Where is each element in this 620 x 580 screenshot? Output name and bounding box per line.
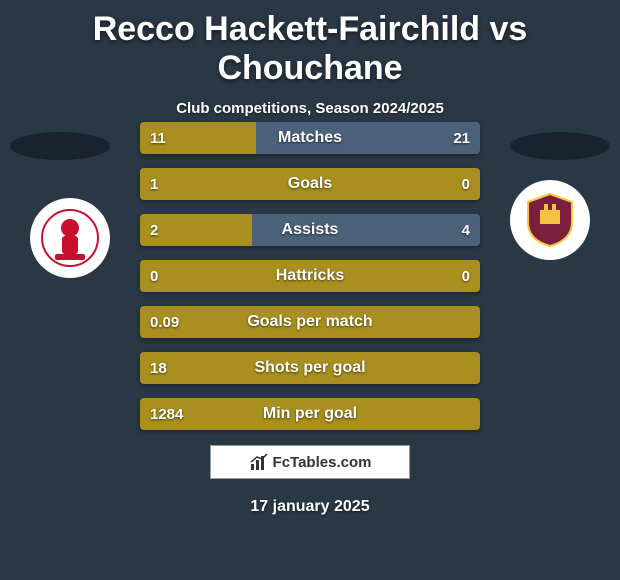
- crest-left-icon: [40, 208, 100, 268]
- stat-bar-row: 2Assists4: [140, 214, 480, 246]
- stat-label: Assists: [140, 214, 480, 246]
- page-title: Recco Hackett-Fairchild vs Chouchane: [0, 0, 620, 88]
- stat-label: Min per goal: [140, 398, 480, 430]
- club-crest-left: [30, 198, 110, 278]
- club-crest-right: [510, 180, 590, 260]
- player-shadow-left: [10, 132, 110, 160]
- stat-bar-row: 18Shots per goal: [140, 352, 480, 384]
- stats-bars-container: 11Matches211Goals02Assists40Hattricks00.…: [140, 122, 480, 444]
- footer-brand-badge[interactable]: FcTables.com: [210, 445, 410, 479]
- stat-bar-row: 11Matches21: [140, 122, 480, 154]
- stat-value-right: 4: [462, 214, 470, 246]
- player-shadow-right: [510, 132, 610, 160]
- stat-bar-row: 0.09Goals per match: [140, 306, 480, 338]
- stat-bar-row: 1Goals0: [140, 168, 480, 200]
- footer-date: 17 january 2025: [0, 498, 620, 516]
- stat-label: Goals: [140, 168, 480, 200]
- chart-icon: [249, 452, 269, 472]
- stat-label: Matches: [140, 122, 480, 154]
- stat-label: Shots per goal: [140, 352, 480, 384]
- crest-right-icon: [520, 190, 580, 250]
- stat-bar-row: 1284Min per goal: [140, 398, 480, 430]
- stat-value-right: 0: [462, 168, 470, 200]
- subtitle: Club competitions, Season 2024/2025: [0, 100, 620, 117]
- stat-value-right: 0: [462, 260, 470, 292]
- footer-brand-text: FcTables.com: [273, 454, 372, 471]
- stat-bar-row: 0Hattricks0: [140, 260, 480, 292]
- stat-label: Hattricks: [140, 260, 480, 292]
- stat-label: Goals per match: [140, 306, 480, 338]
- stat-value-right: 21: [453, 122, 470, 154]
